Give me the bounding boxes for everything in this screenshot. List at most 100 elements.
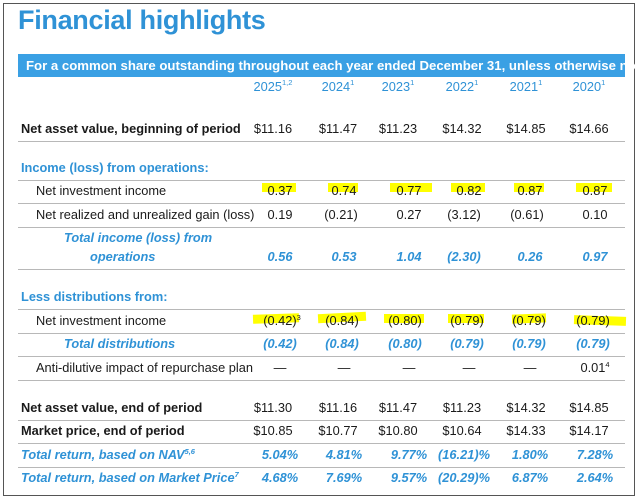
cell: $11.47 <box>378 400 418 415</box>
cell: $10.80 <box>378 423 418 438</box>
cell: — <box>402 360 416 375</box>
cell: $10.85 <box>253 423 293 438</box>
cell: $11.30 <box>253 400 293 415</box>
highlight-mark <box>390 183 432 192</box>
cell: 0.10 <box>582 207 608 222</box>
cell: (0.79) <box>512 336 546 351</box>
cell: 0.74 <box>331 183 357 198</box>
row-label-text: Total return, based on NAV <box>21 447 185 462</box>
row-label: Net investment income <box>36 313 167 328</box>
section-heading: Income (loss) from operations: <box>21 160 209 175</box>
section-heading-income: Income (loss) from operations: <box>18 156 625 181</box>
year-label: 2023 <box>381 79 411 94</box>
cell: 4.81% <box>325 447 363 462</box>
table-row-return-market: Total return, based on Market Price7 4.6… <box>18 466 625 490</box>
cell: $14.66 <box>569 121 609 136</box>
highlight-mark <box>448 314 484 323</box>
cell: 9.57% <box>390 470 428 485</box>
cell: $14.17 <box>569 423 609 438</box>
year-label: 2025 <box>253 79 283 94</box>
cell: 0.97 <box>582 249 608 264</box>
cell: (0.21) <box>324 207 358 222</box>
section-heading-distributions: Less distributions from: <box>18 285 625 310</box>
cell: 7.28% <box>576 447 614 462</box>
cell: $11.23 <box>378 121 418 136</box>
table-row-dist-nii: Net investment income (0.42)3 (0.84) (0.… <box>18 309 625 334</box>
year-label: 2024 <box>321 79 351 94</box>
cell: 1.04 <box>396 249 422 264</box>
highlight-mark <box>576 183 612 192</box>
row-label: Total return, based on NAV5,6 <box>21 443 195 467</box>
row-label: Net asset value, end of period <box>21 400 203 415</box>
year-header: 20221 <box>422 78 502 94</box>
cell: 4.68% <box>261 470 299 485</box>
table-row-return-nav: Total return, based on NAV5,6 5.04% 4.81… <box>18 443 625 468</box>
cell: (0.79) <box>512 313 546 328</box>
page-title: Financial highlights <box>18 5 266 35</box>
year-header: 20251,2 <box>233 78 313 94</box>
cell: $14.33 <box>506 423 546 438</box>
cell-value: (0.42) <box>263 313 297 328</box>
cell: (0.61) <box>510 207 544 222</box>
cell: 0.56 <box>267 249 293 264</box>
cell: 1.80% <box>511 447 549 462</box>
cell: (0.80) <box>388 336 422 351</box>
cell: — <box>462 360 476 375</box>
cell: 0.77 <box>396 183 422 198</box>
year-header: 20241 <box>298 78 378 94</box>
cell: $14.32 <box>506 400 546 415</box>
footnote-ref: 1 <box>474 78 479 87</box>
cell: $10.64 <box>442 423 482 438</box>
cell: (0.80) <box>388 313 422 328</box>
cell: $11.16 <box>318 400 358 415</box>
cell: $10.77 <box>318 423 358 438</box>
highlight-mark <box>384 314 424 323</box>
cell: 0.87 <box>582 183 608 198</box>
cell-value: 0.01 <box>580 360 606 375</box>
cell: 0.27 <box>396 207 422 222</box>
cell: $11.47 <box>318 121 358 136</box>
table-row-gain: Net realized and unrealized gain (loss) … <box>18 203 625 228</box>
table-row-nii: Net investment income 0.37 0.74 0.77 0.8… <box>18 179 625 204</box>
cell: 6.87% <box>511 470 549 485</box>
row-label: Anti-dilutive impact of repurchase plan <box>36 360 253 375</box>
row-label: Net investment income <box>36 183 167 198</box>
cell: 0.82 <box>456 183 482 198</box>
highlight-mark <box>514 183 544 192</box>
cell: — <box>337 360 351 375</box>
cell: (0.42)3 <box>242 309 322 333</box>
cell: 5.04% <box>261 447 299 462</box>
cell: (3.12) <box>447 207 481 222</box>
row-label-line2: operations <box>90 249 156 264</box>
footnote-ref: 1 <box>538 78 543 87</box>
cell: $14.85 <box>569 400 609 415</box>
row-label: Total return, based on Market Price7 <box>21 466 239 490</box>
table-row-anti-dilutive: Anti-dilutive impact of repurchase plan … <box>18 356 625 381</box>
table-banner: For a common share outstanding throughou… <box>18 54 640 77</box>
year-header: 20201 <box>549 78 629 94</box>
table-row-market-price: Market price, end of period $10.85 $10.7… <box>18 419 625 444</box>
table-row-nav-end: Net asset value, end of period $11.30 $1… <box>18 396 625 421</box>
row-label: Total distributions <box>64 336 176 351</box>
footnote-ref: 1 <box>410 78 415 87</box>
section-heading: Less distributions from: <box>21 289 168 304</box>
footnote-ref: 3 <box>296 313 301 322</box>
highlight-mark <box>328 183 358 192</box>
row-label: Net asset value, beginning of period <box>21 121 241 136</box>
cell: $11.23 <box>442 400 482 415</box>
year-label: 2021 <box>509 79 539 94</box>
cell: (0.79) <box>576 313 610 328</box>
highlight-mark <box>451 183 485 192</box>
cell: 9.77% <box>390 447 428 462</box>
cell: 0.26 <box>517 249 543 264</box>
cell: (0.84) <box>325 336 359 351</box>
cell: (0.84) <box>325 313 359 328</box>
cell: $14.32 <box>442 121 482 136</box>
row-label: Net realized and unrealized gain (loss) <box>36 207 255 222</box>
cell: (20.29)% <box>438 470 490 485</box>
table-row-total-dist: Total distributions (0.42) (0.84) (0.80)… <box>18 332 625 357</box>
footnote-ref: 7 <box>234 470 239 479</box>
row-label-line1: Total income (loss) from <box>64 230 213 245</box>
cell: — <box>273 360 287 375</box>
cell: 0.19 <box>267 207 293 222</box>
